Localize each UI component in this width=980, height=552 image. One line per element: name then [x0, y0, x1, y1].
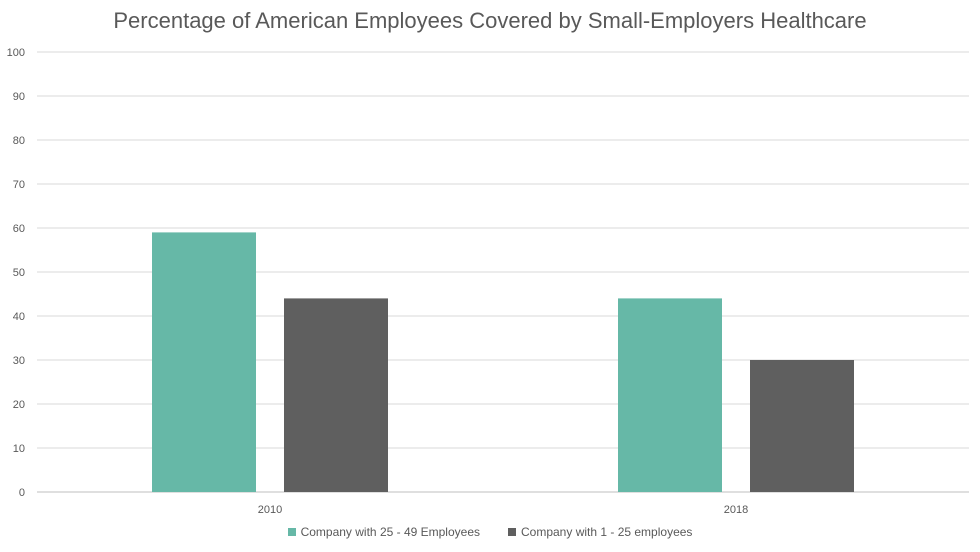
legend-item: Company with 1 - 25 employees	[508, 525, 692, 539]
legend-label: Company with 25 - 49 Employees	[300, 525, 480, 539]
y-tick-label: 100	[7, 47, 25, 59]
chart-title: Percentage of American Employees Covered…	[113, 8, 867, 33]
bar	[750, 360, 854, 492]
y-tick-label: 10	[13, 443, 25, 455]
legend-item: Company with 25 - 49 Employees	[287, 525, 480, 539]
bar	[152, 232, 256, 492]
y-tick-label: 80	[13, 135, 25, 147]
legend-swatch	[508, 528, 516, 536]
bar	[284, 298, 388, 492]
x-tick-label: 2018	[724, 504, 748, 516]
legend: Company with 25 - 49 Employees Company wi…	[0, 525, 980, 539]
bar	[618, 298, 722, 492]
legend-label: Company with 1 - 25 employees	[521, 525, 693, 539]
y-tick-label: 60	[13, 223, 25, 235]
y-tick-label: 70	[13, 179, 25, 191]
y-tick-label: 0	[19, 487, 25, 499]
legend-swatch	[287, 528, 296, 536]
y-tick-label: 40	[13, 311, 25, 323]
x-tick-label: 2010	[258, 504, 282, 516]
y-tick-label: 30	[13, 355, 25, 367]
y-tick-label: 50	[13, 267, 25, 279]
y-tick-label: 20	[13, 399, 25, 411]
y-tick-label: 90	[13, 91, 25, 103]
